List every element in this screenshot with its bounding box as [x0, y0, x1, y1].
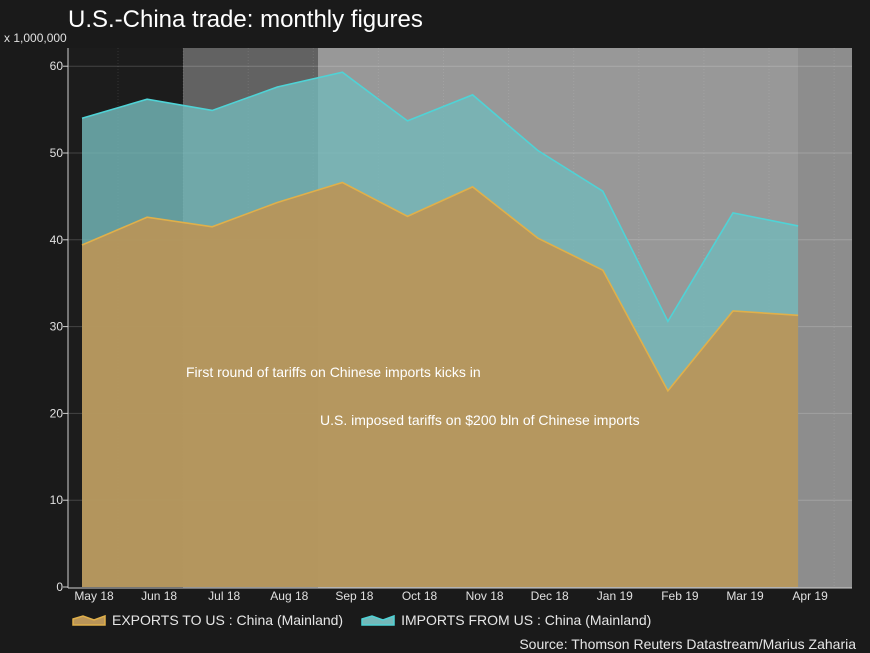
- x-tick-label: Feb 19: [661, 589, 699, 603]
- point-exports-4: [340, 181, 344, 185]
- legend-swatch-exports: [72, 614, 106, 626]
- y-tick-label: 50: [50, 146, 64, 160]
- legend-swatch-exports-shape: [72, 614, 106, 626]
- x-tick-label: Nov 18: [466, 589, 504, 603]
- source-note: Source: Thomson Reuters Datastream/Mariu…: [519, 636, 856, 652]
- point-exports-8: [601, 268, 605, 272]
- x-tick-label: Jul 18: [208, 589, 240, 603]
- x-tick-label: Apr 19: [792, 589, 828, 603]
- point-imports-8: [601, 189, 605, 193]
- point-exports-6: [471, 185, 475, 189]
- x-tick-label: Oct 18: [402, 589, 438, 603]
- legend-swatch-imports: [361, 614, 395, 626]
- annotation-1: First round of tariffs on Chinese import…: [186, 364, 481, 380]
- point-imports-7: [536, 148, 540, 152]
- point-imports-9: [666, 319, 670, 323]
- point-imports-4: [340, 70, 344, 74]
- y-tick-label: 0: [56, 580, 63, 594]
- point-exports-10: [731, 309, 735, 313]
- legend-swatch-imports-shape: [361, 614, 395, 626]
- point-imports-11: [796, 224, 800, 228]
- y-axis-unit-label: x 1,000,000: [4, 31, 67, 45]
- point-imports-0: [80, 116, 84, 120]
- series-area-exports: [82, 182, 799, 587]
- x-tick-label: Dec 18: [531, 589, 569, 603]
- point-exports-0: [80, 243, 84, 247]
- point-exports-9: [666, 389, 670, 393]
- point-imports-2: [210, 108, 214, 112]
- y-tick-label: 40: [50, 233, 64, 247]
- series-line-exports: [81, 181, 799, 393]
- x-tick-label: Sep 18: [335, 589, 373, 603]
- point-imports-10: [731, 211, 735, 215]
- legend-item-imports: IMPORTS FROM US : China (Mainland): [361, 612, 651, 628]
- legend-label-exports: EXPORTS TO US : China (Mainland): [112, 612, 344, 628]
- legend-label-imports: IMPORTS FROM US : China (Mainland): [401, 612, 652, 628]
- point-exports-3: [275, 200, 279, 204]
- series-line-imports: [81, 71, 799, 324]
- point-exports-7: [536, 236, 540, 240]
- point-imports-5: [406, 119, 410, 123]
- annotation-2: U.S. imposed tariffs on $200 bln of Chin…: [320, 412, 640, 428]
- x-tick-label: Jun 18: [141, 589, 177, 603]
- point-exports-2: [210, 225, 214, 229]
- point-exports-5: [406, 214, 410, 218]
- x-tick-label: May 18: [74, 589, 114, 603]
- x-tick-label: Mar 19: [726, 589, 764, 603]
- point-exports-1: [145, 215, 149, 219]
- legend-item-exports: EXPORTS TO US : China (Mainland): [72, 612, 343, 628]
- point-imports-6: [471, 93, 475, 97]
- x-tick-label: Jan 19: [597, 589, 633, 603]
- y-tick-label: 60: [50, 59, 64, 73]
- point-exports-11: [796, 313, 800, 317]
- y-tick-label: 30: [50, 320, 64, 334]
- y-tick-label: 10: [50, 493, 64, 507]
- chart-title: U.S.-China trade: monthly figures: [68, 6, 423, 33]
- point-imports-3: [275, 85, 279, 89]
- x-tick-label: Aug 18: [270, 589, 308, 603]
- point-imports-1: [145, 97, 149, 101]
- y-tick-label: 20: [50, 406, 64, 420]
- legend: EXPORTS TO US : China (Mainland) IMPORTS…: [72, 612, 669, 628]
